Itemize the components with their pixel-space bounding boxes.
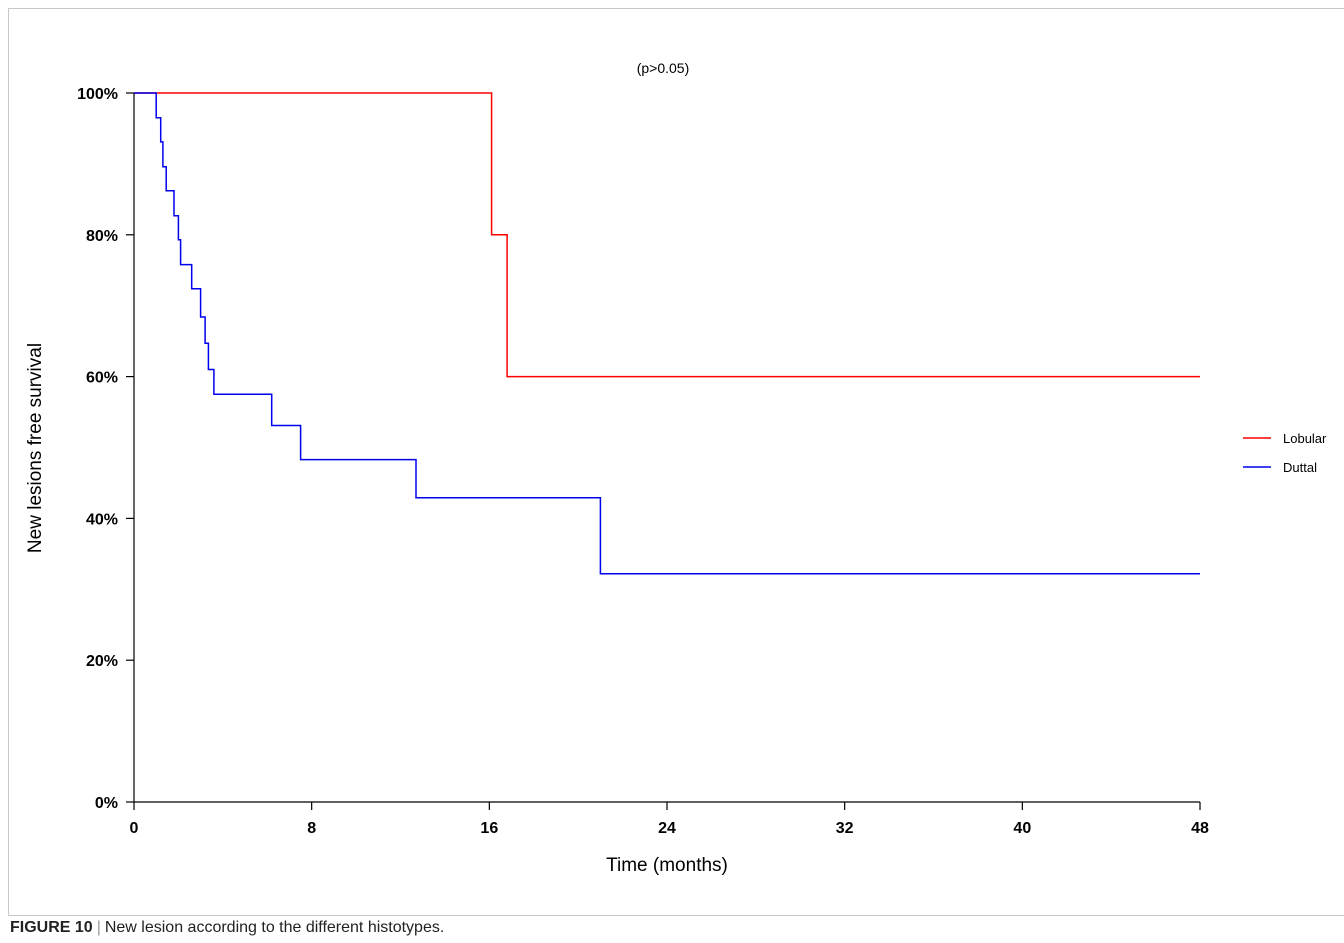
y-tick-label: 20% xyxy=(86,653,118,670)
survival-curve-duttal xyxy=(134,92,1200,575)
legend-label-duttal: Duttal xyxy=(1283,460,1317,475)
x-axis: 0 8 16 24 32 40 48 xyxy=(130,801,1209,837)
y-tick-label: 80% xyxy=(86,228,118,245)
legend-label-lobular: Lobular xyxy=(1283,431,1327,446)
y-tick-label: 100% xyxy=(77,86,118,103)
series-group xyxy=(134,92,1200,575)
y-axis-title: New lesions free survival xyxy=(25,343,46,553)
x-tick-label: 40 xyxy=(1013,820,1031,837)
x-tick-label: 32 xyxy=(836,820,854,837)
survival-curve-lobular xyxy=(134,92,1200,378)
survival-chart: (p>0.05) 0% 20% 40% 60% 80% 100% 0 8 16 24 32 40 48… xyxy=(25,60,1327,876)
p-value-annotation: (p>0.05) xyxy=(637,60,690,76)
caption-text: New lesion according to the different hi… xyxy=(104,919,445,936)
y-tick-label: 40% xyxy=(86,511,118,528)
x-tick-label: 8 xyxy=(307,820,316,837)
y-tick-label: 0% xyxy=(95,795,118,812)
x-tick-label: 0 xyxy=(130,820,139,837)
y-tick-label: 60% xyxy=(86,370,118,387)
figure-caption: FIGURE 10 | New lesion according to the di… xyxy=(10,919,444,937)
x-tick-label: 24 xyxy=(658,820,676,837)
caption-label: FIGURE 10 xyxy=(10,919,93,936)
x-axis-title: Time (months) xyxy=(606,855,728,876)
legend: Lobular Duttal xyxy=(1243,431,1327,475)
caption-separator: | xyxy=(96,919,101,936)
y-axis: 0% 20% 40% 60% 80% 100% xyxy=(77,86,135,812)
x-tick-label: 16 xyxy=(480,820,498,837)
x-tick-label: 48 xyxy=(1191,820,1209,837)
figure-frame xyxy=(8,8,1344,916)
